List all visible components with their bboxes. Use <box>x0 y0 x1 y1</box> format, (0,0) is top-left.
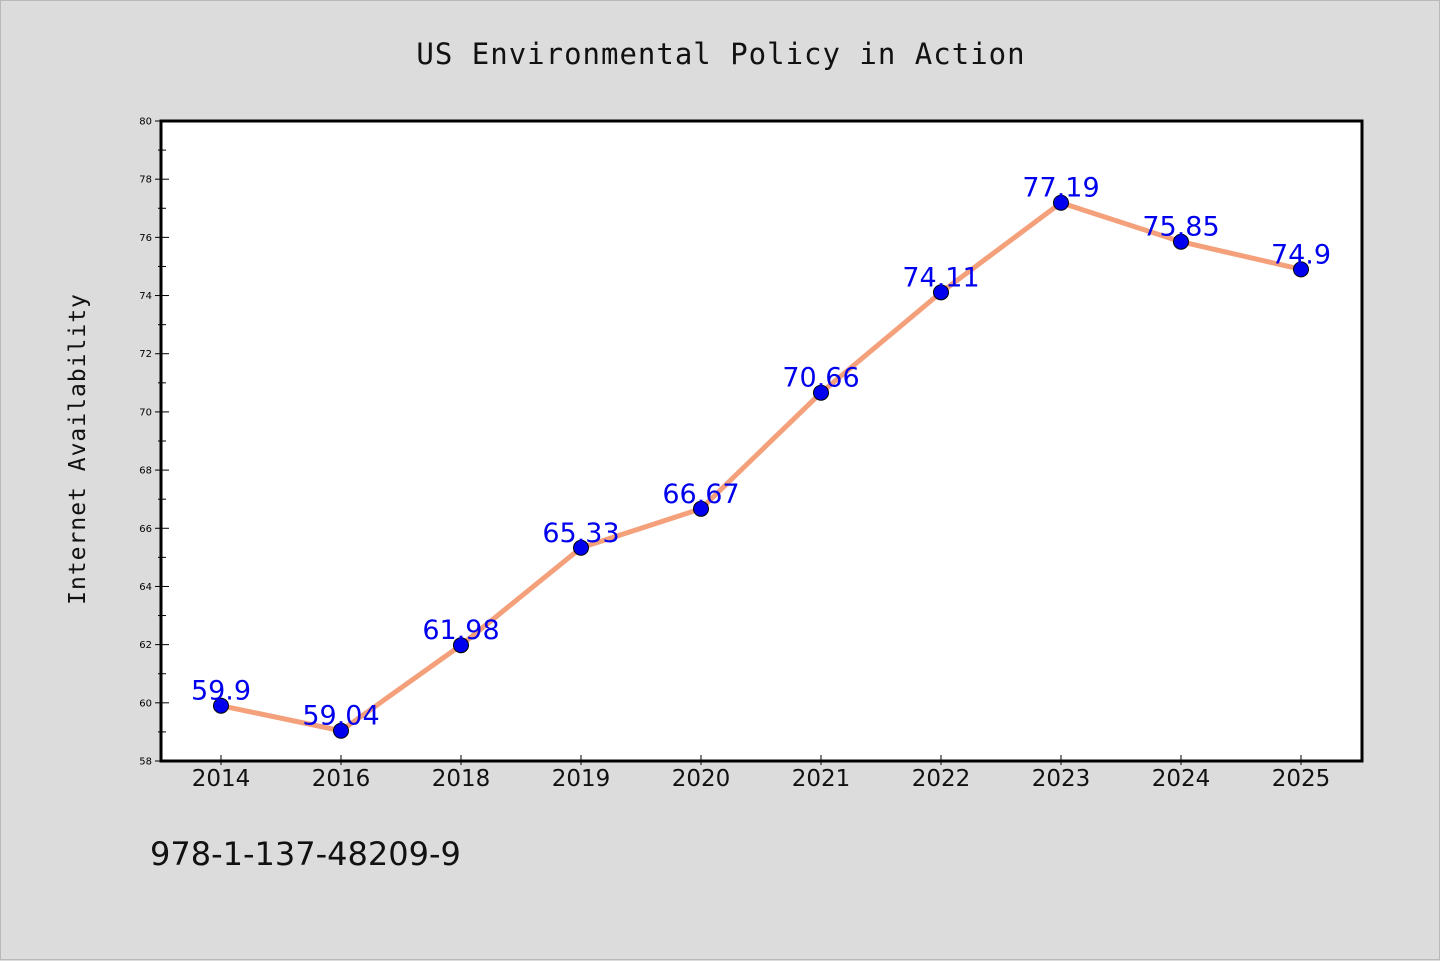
x-tick-label: 2018 <box>432 766 491 792</box>
y-tick-label: 72 <box>139 349 152 360</box>
data-label: 65.33 <box>542 518 619 549</box>
data-point <box>1053 194 1069 211</box>
y-tick-label: 68 <box>139 466 152 477</box>
data-label: 75.85 <box>1142 212 1219 243</box>
y-tick-label: 70 <box>139 407 152 418</box>
data-label: 59.9 <box>191 676 251 707</box>
y-tick-label: 60 <box>139 698 152 709</box>
data-point <box>693 500 709 517</box>
data-series: 59.9 59.04 61.98 65.33 66.67 70.66 74.11 77.19 7… <box>191 173 1331 739</box>
data-label: 74.11 <box>902 262 979 293</box>
x-tick-label: 2019 <box>552 766 611 792</box>
y-tick-label: 64 <box>139 582 152 593</box>
data-label: 66.67 <box>662 479 739 510</box>
chart-title: US Environmental Policy in Action <box>416 37 1025 71</box>
x-axis: 2014 2016 2018 2019 2020 2021 2022 2023 2024 2025 <box>192 755 1331 792</box>
y-tick-label: 62 <box>139 640 152 651</box>
data-point <box>933 284 949 301</box>
series-line <box>218 200 1304 734</box>
data-label: 74.9 <box>1271 239 1331 270</box>
x-tick-label: 2023 <box>1032 766 1091 792</box>
data-label: 70.66 <box>782 363 859 394</box>
data-point <box>213 697 229 714</box>
data-point <box>573 539 589 556</box>
y-tick-label: 78 <box>139 175 152 186</box>
data-point <box>453 637 469 654</box>
y-tick-label: 66 <box>139 524 152 535</box>
data-point <box>1173 233 1189 250</box>
y-axis: 58 60 62 64 66 68 70 72 74 76 78 80 <box>139 117 169 768</box>
data-label: 59.04 <box>302 701 379 732</box>
y-tick-label: 76 <box>139 233 152 244</box>
x-tick-label: 2022 <box>912 766 971 792</box>
y-tick-label: 80 <box>139 117 152 128</box>
y-tick-label: 58 <box>139 757 152 768</box>
x-tick-label: 2024 <box>1152 766 1211 792</box>
x-tick-label: 2016 <box>312 766 371 792</box>
footer-code: 978-1-137-48209-9 <box>150 835 461 873</box>
data-point <box>1293 261 1309 278</box>
y-axis-label: Internet Availability <box>65 293 91 605</box>
x-tick-label: 2025 <box>1272 766 1331 792</box>
y-tick-label: 74 <box>139 291 152 302</box>
x-tick-label: 2021 <box>792 766 851 792</box>
data-label: 61.98 <box>422 615 499 646</box>
x-tick-label: 2020 <box>672 766 731 792</box>
data-point <box>333 722 349 739</box>
x-tick-label: 2014 <box>192 766 251 792</box>
plot-area <box>159 119 1364 763</box>
data-label: 77.19 <box>1022 173 1099 204</box>
data-point <box>813 384 829 401</box>
